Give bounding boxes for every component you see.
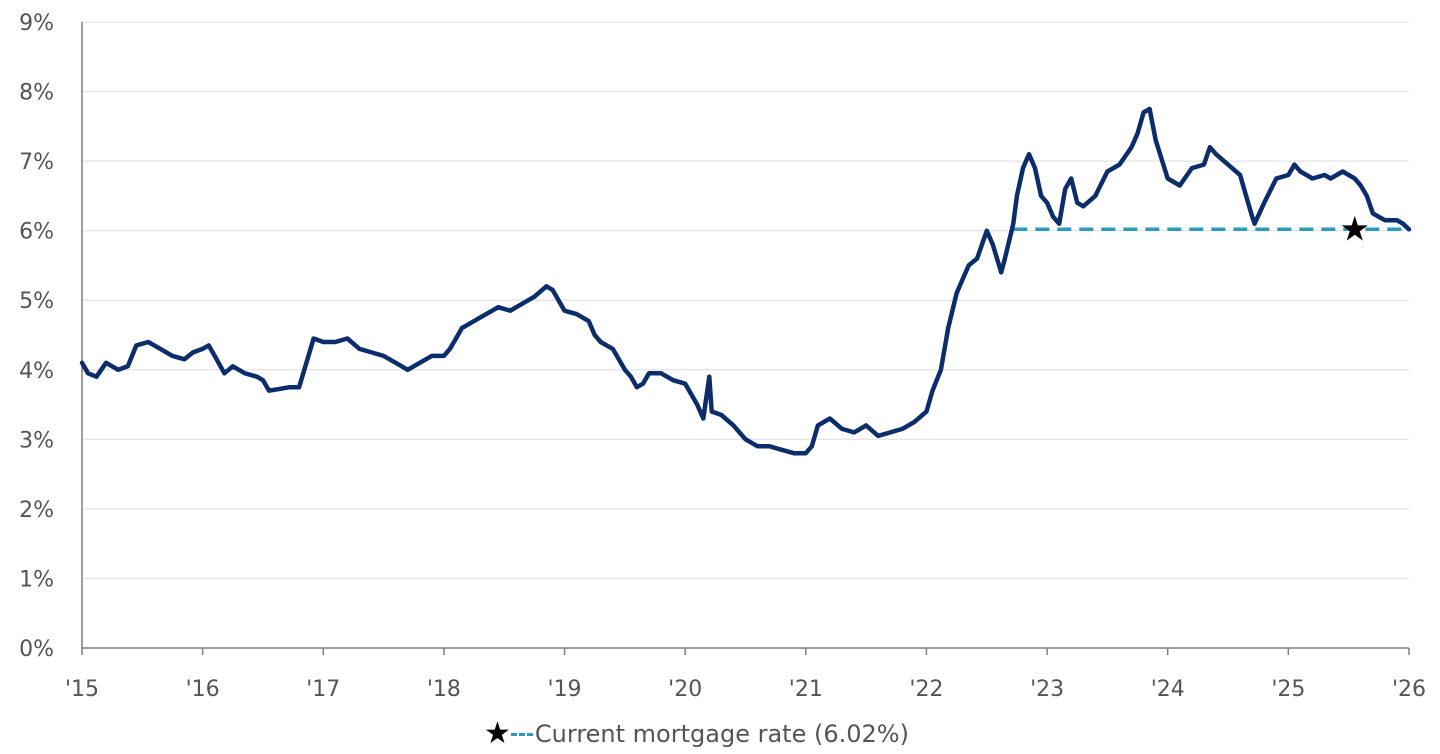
x-tick-label: '18 <box>427 677 461 702</box>
legend-star-icon: ★ <box>484 716 511 751</box>
x-tick-label: '23 <box>1030 677 1064 702</box>
legend: ★ Current mortgage rate (6.02%) <box>484 716 909 752</box>
x-tick-label: '22 <box>909 677 943 702</box>
y-tick-label: 4% <box>19 359 54 384</box>
x-tick-label: '20 <box>668 677 702 702</box>
y-tick-label: 8% <box>19 81 54 106</box>
x-axis-tick-labels: '15 '16 '17 '18 '19 '20 '21 '22 '23 '24 '25 '26 <box>65 677 1426 702</box>
gridlines <box>82 21 1409 580</box>
y-tick-label: 2% <box>19 498 54 523</box>
x-tick-label: '17 <box>306 677 340 702</box>
y-tick-label: 6% <box>19 220 54 245</box>
x-tick-label: '16 <box>186 677 220 702</box>
current-rate-star-marker: ★ <box>1339 209 1369 249</box>
x-tick-label: '24 <box>1151 677 1185 702</box>
y-tick-label: 0% <box>19 637 54 662</box>
legend-dashed-line-icon <box>510 732 533 736</box>
x-tick-label: '19 <box>548 677 582 702</box>
x-tick-label: '15 <box>65 677 99 702</box>
legend-label: Current mortgage rate (6.02%) <box>534 720 909 748</box>
x-axis-tick-marks <box>81 648 1410 655</box>
y-tick-label: 9% <box>19 11 54 36</box>
y-tick-label: 5% <box>19 289 54 314</box>
y-axis-tick-labels: 0% 1% 2% 3% 4% 5% 6% 7% 8% 9% <box>19 11 54 662</box>
y-tick-label: 1% <box>19 567 54 592</box>
x-tick-label: '25 <box>1271 677 1305 702</box>
y-tick-label: 3% <box>19 428 54 453</box>
x-tick-label: '26 <box>1392 677 1426 702</box>
y-tick-label: 7% <box>19 150 54 175</box>
x-tick-label: '21 <box>789 677 823 702</box>
mortgage-rate-series-line <box>79 106 1412 456</box>
